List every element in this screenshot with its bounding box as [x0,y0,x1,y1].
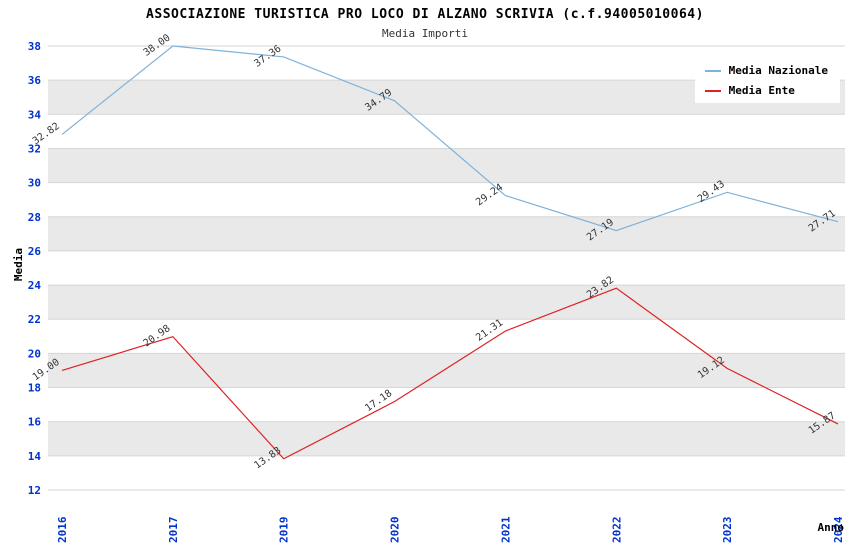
x-tick-label: 2017 [167,517,180,544]
series-line-1 [61,287,839,460]
plot-band [48,353,845,388]
legend-item-media-ente[interactable]: Media Ente [704,84,828,97]
x-tick-label: 2024 [832,516,845,543]
plot-band [48,421,845,456]
y-tick-label: 16 [28,416,42,429]
x-tick-label: 2020 [389,517,402,544]
plot-band [48,148,845,183]
point-label: 20.98 [142,323,173,349]
x-tick-label: 2016 [56,516,69,543]
y-tick-label: 30 [28,177,41,190]
legend-marker-nazionale-icon [704,69,721,72]
y-tick-label: 18 [28,382,41,395]
x-axis-title: Anno [817,521,845,534]
plot-band [48,216,845,251]
legend: Media Nazionale Media Ente [694,58,840,103]
legend-label-nazionale: Media Nazionale [728,64,828,77]
y-axis-title: Media [12,247,26,282]
y-tick-label: 20 [28,347,41,360]
y-tick-label: 24 [28,279,42,292]
point-label: 32.82 [31,121,62,147]
x-tick-label: 2021 [499,516,512,543]
series-line-0 [61,45,839,232]
y-tick-label: 38 [28,40,41,53]
y-tick-label: 34 [28,108,42,121]
legend-label-ente: Media Ente [728,84,795,97]
x-tick-label: 2019 [278,517,291,544]
legend-marker-ente-icon [704,89,721,92]
chart-subtitle: Media Importi [381,27,469,40]
y-tick-label: 36 [28,74,42,87]
x-tick-label: 2022 [610,517,623,544]
point-label: 29.24 [474,182,505,208]
legend-item-media-nazionale[interactable]: Media Nazionale [704,64,828,77]
x-tick-label: 2023 [721,517,734,544]
plot-band [48,285,845,320]
y-tick-label: 32 [28,142,41,155]
y-tick-label: 26 [28,245,42,258]
y-tick-label: 28 [28,211,41,224]
chart-title: ASSOCIAZIONE TURISTICA PRO LOCO DI ALZAN… [146,7,704,22]
point-label: 21.31 [474,317,505,343]
y-tick-label: 22 [28,313,41,326]
y-tick-label: 14 [28,450,42,463]
y-tick-label: 12 [28,484,41,497]
